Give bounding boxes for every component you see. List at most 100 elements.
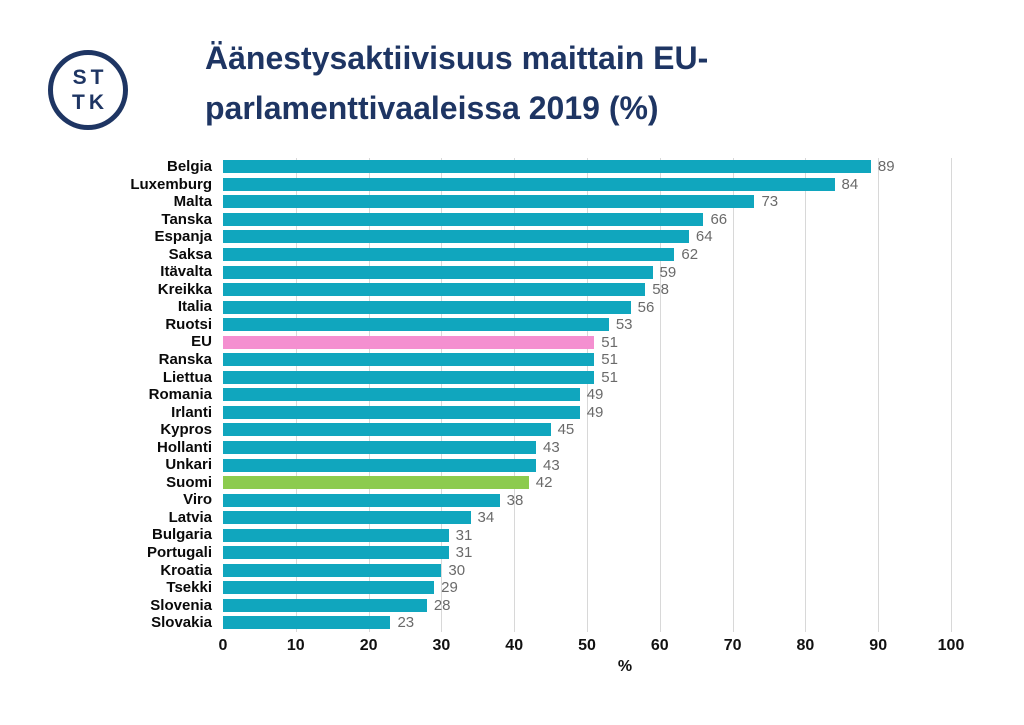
gridline [878,158,880,632]
category-label: Tanska [161,210,212,228]
chart-row: 38 [223,491,951,509]
category-label: Liettua [162,368,212,386]
bar-latvia [223,511,471,525]
page-title-line2: parlamenttivaaleissa 2019 (%) [205,90,659,126]
chart-row: 49 [223,404,951,422]
category-label: Saksa [168,245,212,263]
x-tick-label: 20 [359,637,378,654]
gridline [659,158,661,632]
value-label: 49 [586,403,604,421]
chart-row: 89 [223,158,951,176]
bar-bulgaria [223,528,449,542]
value-label: 51 [601,368,618,386]
value-label: 42 [535,474,553,492]
chart-row: 66 [223,211,951,229]
chart-row: 64 [223,228,951,246]
bar-kypros [223,423,551,437]
value-label: 23 [397,614,415,632]
bar-luxemburg [223,177,835,191]
bar-hollanti [223,441,537,455]
category-label: Espanja [154,228,212,246]
x-tick-label: 40 [505,637,524,654]
chart-row: 45 [223,421,951,439]
value-label: 58 [652,281,669,299]
bar-kreikka [223,283,646,297]
x-tick-label: 80 [796,637,815,654]
bar-kroatia [223,563,442,577]
value-label: 89 [877,158,895,176]
chart-row: 28 [223,597,951,615]
bar-italia [223,300,631,314]
value-label: 29 [441,579,458,597]
value-label: 38 [506,491,524,509]
category-label: Ruotsi [165,315,212,333]
page-title: Äänestysaktiivisuus maittain EU- parlame… [205,33,945,133]
bar-liettua [223,370,595,384]
value-label: 64 [695,228,713,246]
value-label: 73 [761,193,779,211]
chart-row: 73 [223,193,951,211]
x-tick-label: 10 [286,637,305,654]
chart-row: 49 [223,386,951,404]
category-label: Latvia [168,508,212,526]
value-label: 59 [659,263,677,281]
bar-chart: Belgia Luxemburg Malta Tanska Espanja Saksa It… [0,158,952,632]
x-tick-label: 0 [218,637,228,654]
bar-malta [223,195,755,209]
bar-romania [223,388,580,402]
x-tick-label: 50 [578,637,596,654]
chart-row: 43 [223,439,951,457]
chart-row: 34 [223,509,951,527]
chart-row: 31 [223,544,951,562]
bar-portugali [223,546,449,560]
bar-saksa [223,248,675,261]
value-label: 31 [455,526,473,544]
gridline [587,158,588,632]
category-label: Luxemburg [130,175,212,193]
chart-row: 53 [223,316,951,334]
value-label: 30 [448,561,466,579]
bar-espanja [223,230,689,244]
value-label: 53 [615,316,633,334]
chart-row: 84 [223,176,951,194]
value-label: 51 [601,351,618,369]
category-label: Hollanti [157,438,212,456]
category-label: Itävalta [160,263,212,281]
plot-area: 89 84 73 66 64 62 59 58 56 53 51 51 51 49 49 45 43 43 42 38… [223,158,952,632]
chart-row: 31 [223,526,951,544]
category-label: Malta [173,193,212,211]
category-labels: Belgia Luxemburg Malta Tanska Espanja Saksa It… [0,158,223,632]
category-label: Bulgaria [151,526,212,544]
chart-row: 59 [223,263,951,281]
gridline [805,158,807,632]
chart-row: 51 [223,333,951,351]
category-label: Kreikka [157,280,212,298]
value-label: 51 [601,333,618,351]
category-label: Tsekki [166,579,212,597]
chart-row: 62 [223,246,951,264]
bar-slovakia [223,616,391,630]
bar-ruotsi [223,318,609,332]
category-label: Belgia [166,158,212,175]
bar-ranska [223,353,595,367]
category-label: Slovenia [150,596,212,614]
x-axis: 0 10 20 30 40 50 60 70 80 90 100 [219,636,965,656]
value-label: 49 [586,386,604,404]
category-label: Ranska [158,351,212,369]
page-title-line1: Äänestysaktiivisuus maittain EU- [205,40,709,76]
bar-belgia [223,160,871,174]
value-label: 43 [543,439,560,457]
x-tick-label: 30 [432,637,451,654]
x-tick-label: 90 [869,637,888,654]
chart-row: 30 [223,562,951,580]
sttk-logo: ST TK [48,50,128,130]
bar-suomi [223,476,529,490]
chart-row: 23 [223,614,951,632]
category-label: Kypros [160,421,212,439]
category-label: EU [191,333,212,351]
x-tick-label: 70 [723,637,742,654]
category-label: Irlanti [171,403,212,421]
category-label: Viro [183,491,212,509]
value-label: 62 [681,246,699,263]
